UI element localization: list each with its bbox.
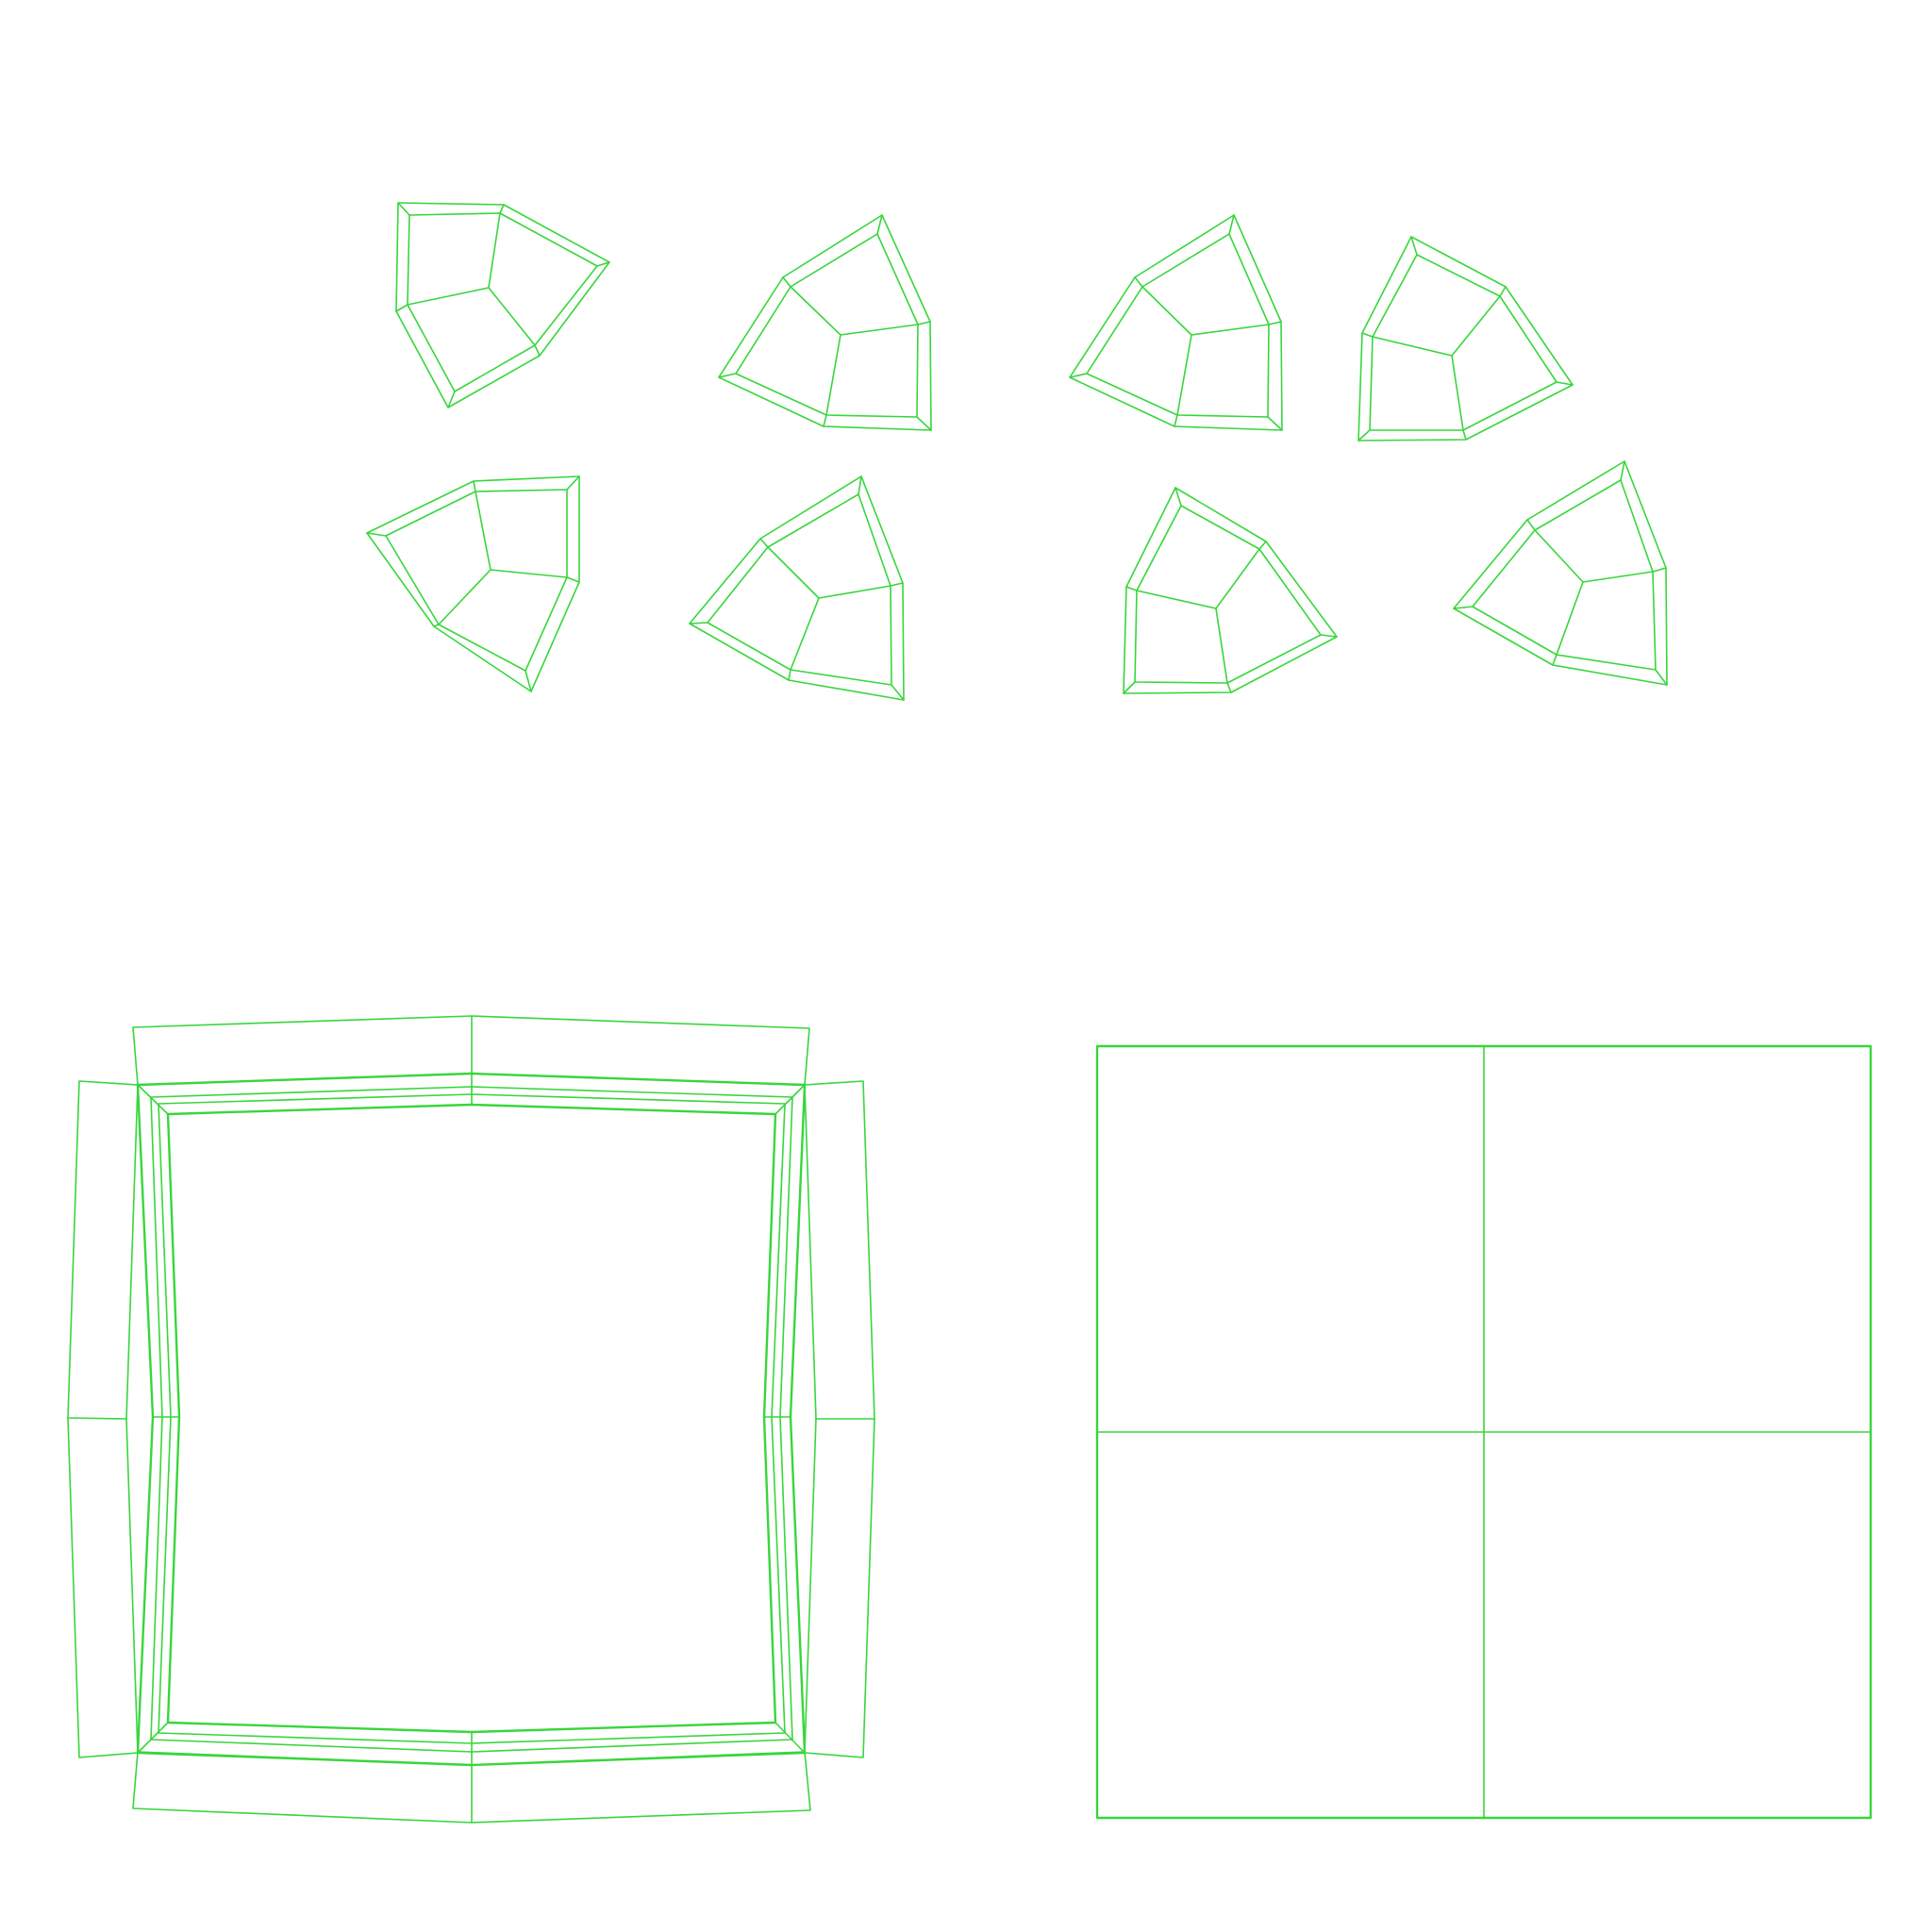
uv-island-3 — [1069, 214, 1283, 431]
frame-ring-inner — [166, 1103, 777, 1734]
uv-island-1 — [395, 202, 610, 408]
frame-unwrap-group — [67, 1015, 875, 1824]
uv-island-2 — [718, 214, 932, 431]
uv-island-4 — [1357, 236, 1574, 441]
uv-island-6 — [689, 475, 905, 701]
frame-left-flap — [67, 1080, 139, 1758]
uv-islands-group — [366, 202, 1668, 701]
frame-ring-outer — [136, 1072, 807, 1767]
uv-island-8 — [1453, 460, 1668, 686]
uv-island-7 — [1123, 487, 1338, 694]
uv-island-5 — [366, 475, 580, 692]
quad-plane-group — [1095, 1044, 1873, 1820]
